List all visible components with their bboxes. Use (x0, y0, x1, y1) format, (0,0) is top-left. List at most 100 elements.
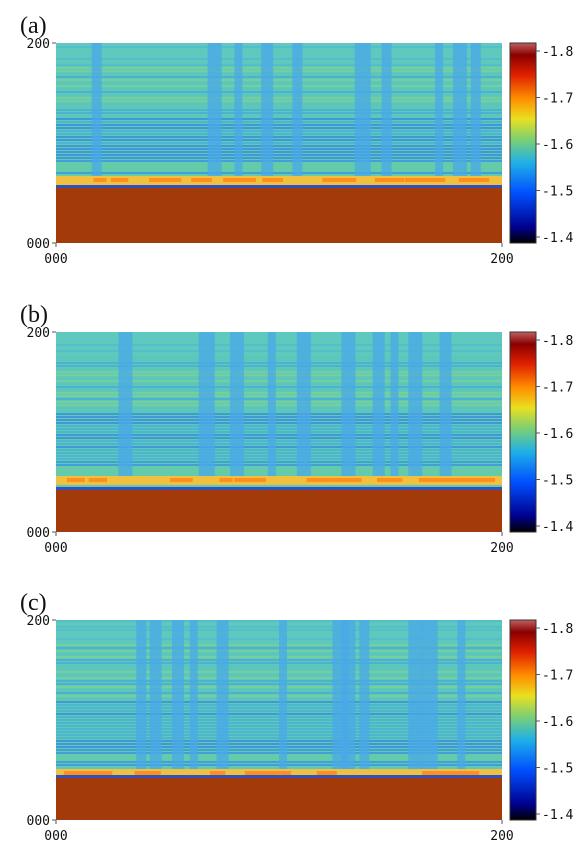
texture-band (56, 341, 502, 343)
interface-spot (110, 178, 129, 182)
substrate-region (56, 490, 502, 532)
texture-band (56, 434, 502, 436)
interface-spot (67, 478, 85, 482)
texture-band (56, 356, 502, 358)
panel-label: (a) (20, 13, 47, 39)
texture-band (56, 109, 502, 111)
x-tick-label: 000 (44, 829, 67, 844)
texture-band (56, 79, 502, 81)
colorbar-tick-label: -1.7 (542, 669, 573, 684)
interface-spot (219, 478, 233, 482)
colorbar-tick-label: -1.5 (542, 762, 573, 777)
texture-band (56, 52, 502, 54)
interface-spot (63, 771, 82, 775)
vertical-streak (354, 43, 371, 180)
texture-band (56, 419, 502, 421)
colorbar-tick-label: -1.8 (542, 622, 573, 637)
texture-band (56, 377, 502, 379)
interface-spot (413, 178, 441, 182)
texture-band (56, 118, 502, 120)
vertical-streak (470, 43, 481, 180)
texture-band (56, 362, 502, 364)
texture-band (56, 389, 502, 391)
texture-band (56, 100, 502, 102)
vertical-streak (91, 43, 102, 180)
x-tick-label: 200 (490, 829, 513, 844)
interface-spot (421, 771, 437, 775)
texture-band (56, 335, 502, 337)
texture-band (56, 365, 502, 367)
vertical-streak (408, 332, 423, 482)
texture-band (56, 94, 502, 96)
texture-band (56, 58, 502, 60)
texture-band (56, 446, 502, 448)
interface-spot (134, 771, 161, 775)
colorbar (509, 42, 537, 244)
texture-band (56, 386, 502, 388)
texture-band (56, 359, 502, 361)
texture-band (56, 82, 502, 84)
vertical-streak (292, 43, 303, 180)
interface-spot (93, 178, 107, 182)
vertical-streak (229, 332, 244, 482)
interface-spot (334, 478, 362, 482)
texture-band (56, 455, 502, 457)
vertical-streak (452, 43, 467, 180)
colorbar-tick-label: -1.8 (542, 45, 573, 60)
texture-band (56, 395, 502, 397)
interface-line (56, 775, 502, 778)
texture-band (56, 392, 502, 394)
interface-spot (74, 771, 104, 775)
interface-spot (234, 478, 267, 482)
interface-spot (443, 478, 458, 482)
interface-spot (154, 178, 182, 182)
texture-band (56, 166, 502, 168)
vertical-streak (171, 620, 184, 770)
colorbar-tick-label: -1.5 (542, 185, 573, 200)
colorbar-tick-label: -1.4 (542, 808, 573, 823)
texture-band (56, 440, 502, 442)
y-tick-label: 200 (27, 326, 50, 341)
texture-band (56, 353, 502, 355)
texture-band (56, 464, 502, 466)
texture-band (56, 148, 502, 150)
texture-band (56, 431, 502, 433)
texture-band (56, 374, 502, 376)
interface-spot (322, 178, 346, 182)
vertical-streak (408, 620, 423, 770)
interface-spot (96, 771, 113, 775)
texture-band (56, 172, 502, 174)
x-tick-label: 000 (44, 541, 67, 556)
texture-band (56, 437, 502, 439)
texture-band (56, 106, 502, 108)
interface-line (56, 185, 502, 188)
texture-band (56, 127, 502, 129)
texture-band (56, 73, 502, 75)
vertical-streak (359, 620, 370, 770)
y-tick-label: 200 (27, 614, 50, 629)
interface-band (56, 476, 502, 485)
texture-band (56, 332, 502, 334)
vertical-streak (261, 43, 274, 180)
vertical-streak (198, 332, 215, 482)
vertical-streak (207, 43, 222, 180)
texture-band (56, 428, 502, 430)
interface-spot (209, 771, 226, 775)
texture-band (56, 344, 502, 346)
x-tick-label: 200 (490, 252, 513, 267)
texture-band (56, 413, 502, 415)
vertical-streak (296, 332, 311, 482)
texture-band (56, 145, 502, 147)
texture-band (56, 121, 502, 123)
colorbar-tick-label: -1.4 (542, 520, 573, 535)
interface-spot (449, 478, 468, 482)
interface-spot (376, 478, 403, 482)
interface-spot (433, 771, 456, 775)
y-tick-label: 000 (27, 526, 50, 541)
texture-band (56, 136, 502, 138)
texture-band (56, 449, 502, 451)
colorbar-tick-label: -1.6 (542, 427, 573, 442)
texture-band (56, 151, 502, 153)
